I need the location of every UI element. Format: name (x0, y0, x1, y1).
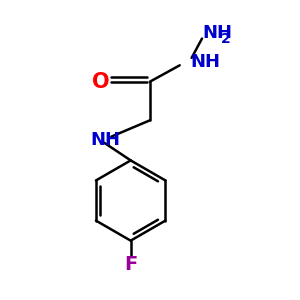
Text: O: O (92, 72, 109, 92)
Text: F: F (124, 255, 137, 274)
Text: 2: 2 (221, 32, 231, 46)
Text: NH: NH (202, 24, 232, 42)
Text: NH: NH (91, 130, 121, 148)
Text: NH: NH (190, 53, 220, 71)
